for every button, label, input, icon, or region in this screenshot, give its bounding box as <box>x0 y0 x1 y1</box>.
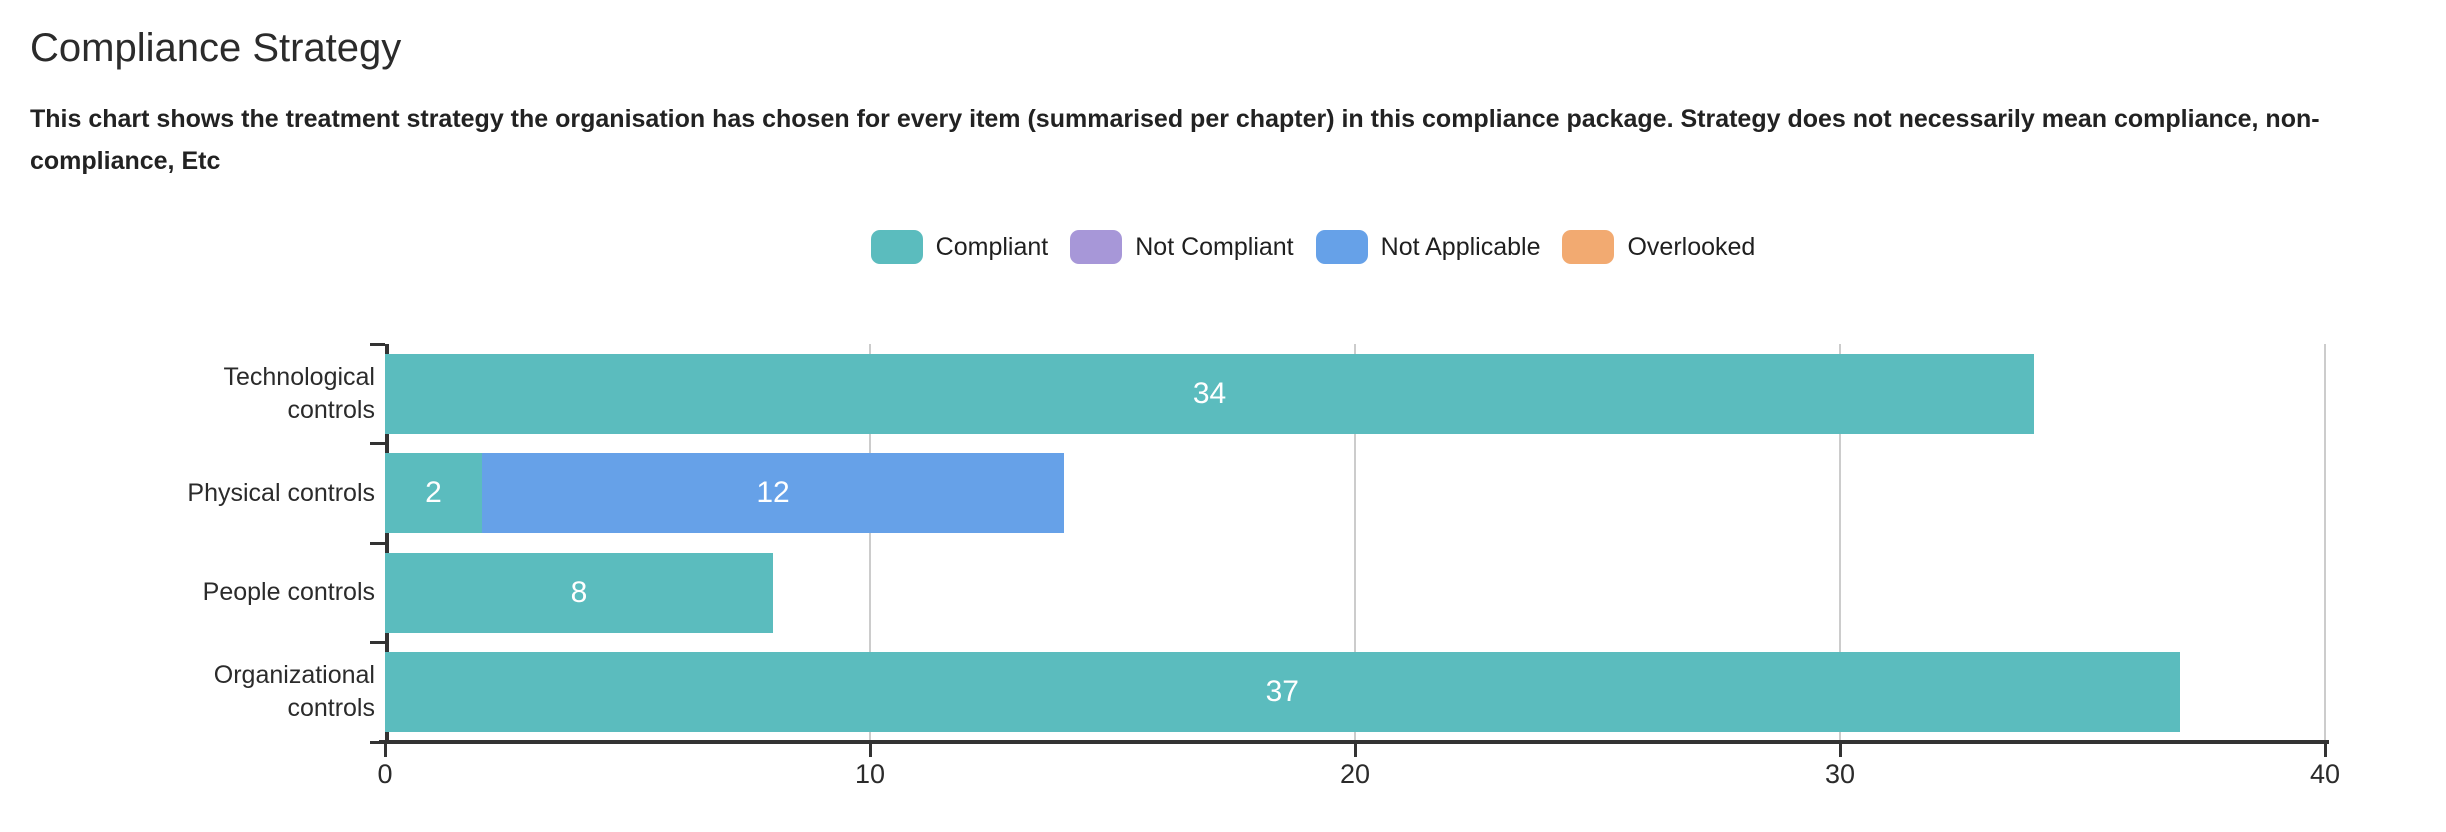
legend-item-not-compliant[interactable]: Not Compliant <box>1070 230 1294 264</box>
x-axis-line <box>379 740 2329 744</box>
y-axis-tick <box>370 442 385 445</box>
legend-label: Overlooked <box>1627 232 1756 261</box>
legend-swatch-overlooked <box>1562 230 1615 264</box>
legend-item-not-applicable[interactable]: Not Applicable <box>1315 230 1541 264</box>
bar-segment-compliant-physical-controls[interactable]: 2 <box>385 453 482 534</box>
chart-legend: Compliant Not Compliant Not Applicable Over… <box>90 230 2446 264</box>
x-tick-label-30: 30 <box>1824 759 1856 789</box>
legend-label: Not Applicable <box>1380 232 1541 261</box>
category-label-physical-controls: Physical controls <box>187 478 375 507</box>
legend-label: Compliant <box>935 232 1049 261</box>
category-label-technological-controls: Technological controls <box>223 362 376 424</box>
y-axis-tick <box>370 641 385 644</box>
category-label-people-controls: People controls <box>202 578 375 607</box>
y-axis-line <box>385 344 389 742</box>
bar-segment-compliant-technological-controls[interactable]: 34 <box>385 353 2034 434</box>
x-tick-label-40: 40 <box>2309 759 2341 789</box>
legend-swatch-not-compliant <box>1070 230 1123 264</box>
legend-item-overlooked[interactable]: Overlooked <box>1562 230 1755 264</box>
legend-item-compliant[interactable]: Compliant <box>870 230 1049 264</box>
bar-segment-compliant-people-controls[interactable]: 8 <box>385 552 773 633</box>
bar-value-label: 2 <box>425 476 442 510</box>
page-title: Compliance Strategy <box>30 26 402 70</box>
legend-swatch-not-applicable <box>1315 230 1368 264</box>
x-axis-tick-30 <box>1838 744 1842 757</box>
bar-segment-not-applicable-physical-controls[interactable]: 12 <box>482 453 1064 534</box>
bar-value-label: 12 <box>756 476 790 510</box>
bar-segment-compliant-organizational-controls[interactable]: 37 <box>385 652 2180 733</box>
bar-value-label: 34 <box>1192 376 1227 410</box>
bar-value-label: 37 <box>1265 675 1299 709</box>
gridline-x-30 <box>1839 344 1841 742</box>
y-axis-tick <box>370 740 385 744</box>
chart-description: This chart shows the treatment strategy … <box>30 105 2320 175</box>
gridline-x-10 <box>869 344 871 742</box>
x-axis-tick-20 <box>1353 744 1357 757</box>
category-label-organizational-controls: Organizational controls <box>213 661 375 723</box>
y-axis-tick <box>370 541 385 545</box>
x-tick-label-0: 0 <box>377 759 393 789</box>
legend-swatch-compliant <box>870 230 923 264</box>
gridline-x-40 <box>2324 344 2326 742</box>
legend-label: Not Compliant <box>1135 232 1294 261</box>
gridline-x-20 <box>1354 344 1356 742</box>
x-tick-label-10: 10 <box>854 759 886 789</box>
x-axis-tick-10 <box>868 744 872 757</box>
bar-value-label: 8 <box>570 575 588 609</box>
x-axis-tick-40 <box>2323 744 2327 757</box>
x-tick-label-20: 20 <box>1339 759 1371 789</box>
y-axis-tick <box>370 342 385 346</box>
x-axis-tick-0 <box>383 744 387 757</box>
